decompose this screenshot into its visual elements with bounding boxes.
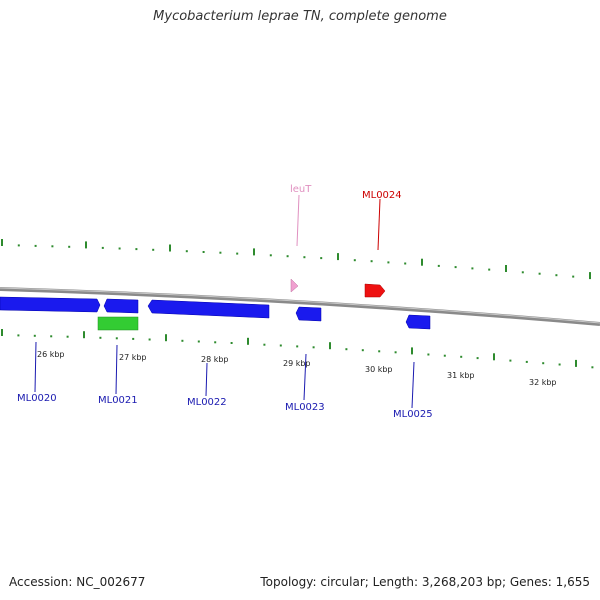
tick-label: 28 kbp xyxy=(201,355,229,364)
map-title: Mycobacterium leprae TN, complete genome xyxy=(153,9,447,24)
gene-label-ML0022[interactable]: ML0022 xyxy=(187,397,227,408)
tick-label: 27 kbp xyxy=(119,353,147,362)
accession-label: Accession: NC_002677 xyxy=(9,575,146,589)
leader-line-ML0024 xyxy=(377,198,381,251)
tick-label: 29 kbp xyxy=(283,359,311,368)
gene-ML0025[interactable] xyxy=(405,314,431,330)
genome-backbone-highlight xyxy=(0,287,600,324)
gene-ML0020[interactable] xyxy=(0,296,101,313)
gene-ML0024[interactable] xyxy=(364,283,386,298)
tick-label: 30 kbp xyxy=(365,365,393,374)
genome-info-label: Topology: circular; Length: 3,268,203 bp… xyxy=(260,575,590,589)
tick-label: 32 kbp xyxy=(529,378,557,387)
gene-label-leuT[interactable]: leuT xyxy=(290,184,312,195)
gene-features xyxy=(0,278,431,331)
gene-ML0021-rna-feature[interactable] xyxy=(97,316,139,331)
leader-line-ML0021 xyxy=(115,344,118,395)
gene-labels: ML0020 ML0021 ML0022 ML0023 leuT ML0024 … xyxy=(17,184,433,420)
gene-label-ML0024[interactable]: ML0024 xyxy=(362,190,402,201)
leader-line-ML0023 xyxy=(303,353,307,401)
gene-ML0021[interactable] xyxy=(103,298,139,314)
leader-line-leuT xyxy=(296,194,300,247)
gene-leuT[interactable] xyxy=(290,278,299,293)
leader-line-ML0022 xyxy=(205,362,208,397)
gene-label-ML0025[interactable]: ML0025 xyxy=(393,409,433,420)
tick-label: 26 kbp xyxy=(37,350,65,359)
outer-scale-ring xyxy=(1,239,591,280)
gene-leader-lines xyxy=(34,194,415,409)
gene-label-ML0020[interactable]: ML0020 xyxy=(17,393,57,404)
gene-label-ML0021[interactable]: ML0021 xyxy=(98,395,138,406)
leader-line-ML0025 xyxy=(411,361,415,409)
gene-label-ML0023[interactable]: ML0023 xyxy=(285,402,325,413)
gene-ML0023[interactable] xyxy=(295,306,322,322)
leader-line-ML0020 xyxy=(34,341,37,393)
tick-label: 31 kbp xyxy=(447,371,475,380)
tick-labels: 26 kbp 27 kbp 28 kbp 29 kbp 30 kbp 31 kb… xyxy=(37,350,557,387)
genome-backbone xyxy=(0,287,600,326)
gene-ML0022[interactable] xyxy=(147,299,270,319)
inner-scale-ring xyxy=(1,329,594,369)
